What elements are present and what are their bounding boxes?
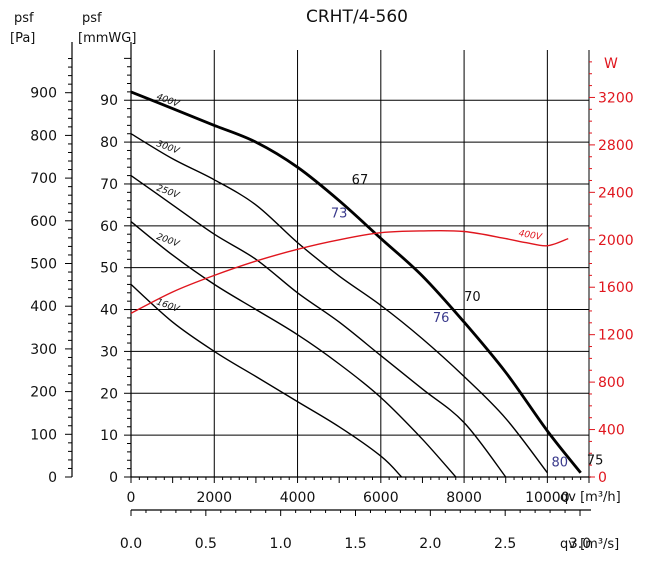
x-m3s-tick-label: 2.0 <box>419 536 441 552</box>
y-mmwg-tick-label: 0 <box>109 470 118 486</box>
y-w-tick-label: 400 <box>598 423 625 439</box>
x-m3h-tick-label: 4000 <box>280 490 316 506</box>
y-mmwg-tick-label: 10 <box>100 428 118 444</box>
y-w-tick-label: 2800 <box>598 138 634 154</box>
x-axis-m3s-label: qv [m³/s] <box>560 537 619 552</box>
curve-200v <box>130 221 457 478</box>
efficiency-label: 67 <box>352 173 369 188</box>
svg-text:psf: psf <box>82 11 102 26</box>
y-pa-tick-label: 600 <box>30 214 57 230</box>
x-m3s-tick-label: 0.5 <box>195 536 217 552</box>
y-w-tick-label: 1200 <box>598 328 634 344</box>
y-pa-tick-label: 900 <box>30 86 57 102</box>
svg-text:qv [m³/h]: qv [m³/h] <box>560 490 621 505</box>
efficiency-label: 73 <box>331 206 348 221</box>
y-w-tick-label: 3200 <box>598 90 634 106</box>
y-pa-tick-label: 700 <box>30 171 57 187</box>
y-pa-tick-label: 800 <box>30 128 57 144</box>
y-mmwg-tick-label: 40 <box>100 303 118 319</box>
curve-300v <box>130 133 548 474</box>
x-m3h-tick-label: 2000 <box>196 490 232 506</box>
curve-400v <box>130 90 582 474</box>
x-m3h-tick-label: 8000 <box>446 490 482 506</box>
power-curve <box>130 229 569 314</box>
y-pa-tick-label: 0 <box>48 470 57 486</box>
power-label: 400V <box>518 229 544 243</box>
tick-labels: 0100200300400500600700800900010203040506… <box>30 86 633 552</box>
y-mmwg-tick-label: 60 <box>100 219 118 235</box>
curve-label-160v: 160V <box>155 297 181 315</box>
y-w-tick-label: 800 <box>598 375 625 391</box>
curve-160v <box>130 283 403 478</box>
x-m3s-tick-label: 3.0 <box>569 536 591 552</box>
grid <box>131 50 590 477</box>
x-m3h-tick-label: 6000 <box>363 490 399 506</box>
y-mmwg-tick-label: 30 <box>100 344 118 360</box>
y-mmwg-tick-label: 80 <box>100 135 118 151</box>
y-mmwg-tick-label: 50 <box>100 261 118 277</box>
y-w-tick-label: 2400 <box>598 185 634 201</box>
efficiency-label: 76 <box>433 311 450 326</box>
y-pa-tick-label: 500 <box>30 257 57 273</box>
pressure-curves <box>130 90 582 478</box>
curve-label-250v: 250V <box>155 184 181 202</box>
y-pa-tick-label: 300 <box>30 342 57 358</box>
x-axis-m3h-label: qv [m³/h] <box>560 490 621 505</box>
y-axis-w-label: W <box>604 56 618 72</box>
y-w-tick-label: 2000 <box>598 233 634 249</box>
curve-250v <box>130 175 507 478</box>
svg-text:psf: psf <box>14 11 34 26</box>
y-pa-tick-label: 200 <box>30 385 57 401</box>
y-pa-tick-label: 400 <box>30 299 57 315</box>
svg-text:[Pa]: [Pa] <box>10 31 35 46</box>
efficiency-label: 75 <box>587 453 604 468</box>
x-m3s-tick-label: 1.0 <box>270 536 292 552</box>
svg-text:qv [m³/s]: qv [m³/s] <box>560 537 619 552</box>
y-mmwg-tick-label: 90 <box>100 93 118 109</box>
curve-label-200v: 200V <box>155 232 181 250</box>
svg-text:[mmWG]: [mmWG] <box>78 31 136 46</box>
y-w-tick-label: 0 <box>598 470 607 486</box>
x-m3s-tick-label: 1.5 <box>344 536 366 552</box>
x-m3s-tick-label: 2.5 <box>494 536 516 552</box>
y-mmwg-tick-label: 20 <box>100 386 118 402</box>
axes <box>65 42 595 516</box>
y-axis-pa-label: psf [Pa] <box>10 11 35 46</box>
y-mmwg-tick-label: 70 <box>100 177 118 193</box>
chart-title: CRHT/4-560 <box>306 7 408 27</box>
power-curve-line <box>130 229 569 314</box>
y-axis-mmwg-label: psf [mmWG] <box>78 11 136 46</box>
efficiency-label: 80 <box>552 456 569 471</box>
efficiency-label: 70 <box>464 290 481 305</box>
x-m3h-tick-label: 10000 <box>525 490 570 506</box>
y-pa-tick-label: 100 <box>30 427 57 443</box>
x-m3h-tick-label: 0 <box>127 490 136 506</box>
x-m3s-tick-label: 0.0 <box>120 536 142 552</box>
y-w-tick-label: 1600 <box>598 280 634 296</box>
